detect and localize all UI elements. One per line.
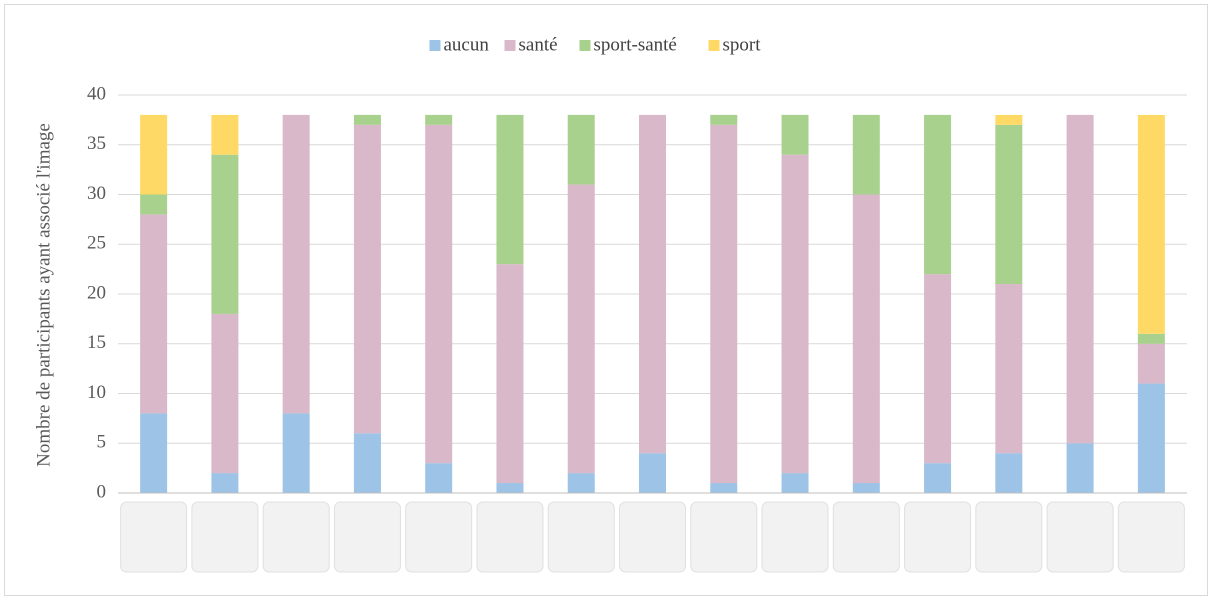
bar-segment — [1066, 443, 1094, 493]
product-image — [904, 501, 972, 573]
bar-segment — [567, 184, 595, 474]
bar-segment — [924, 114, 952, 275]
bar-segment — [496, 264, 524, 484]
bar-segment — [211, 114, 239, 155]
bar-segment — [425, 124, 453, 464]
product-image — [1046, 501, 1114, 573]
product-image — [975, 501, 1043, 573]
y-tick-label: 20 — [87, 282, 106, 303]
product-image — [832, 501, 900, 573]
bar-segment — [1066, 114, 1094, 444]
y-tick-label: 40 — [87, 83, 106, 104]
bar-segment — [353, 124, 381, 434]
y-tick-label: 15 — [87, 332, 106, 353]
product-image — [690, 501, 758, 573]
product-image — [476, 501, 544, 573]
bar-segment — [995, 124, 1023, 285]
bar-segment — [140, 114, 168, 195]
bar-segment — [140, 413, 168, 493]
bar-segment — [852, 114, 880, 195]
bar-segment — [567, 473, 595, 493]
bar-segment — [496, 483, 524, 493]
product-image — [120, 501, 188, 573]
bar-segment — [924, 463, 952, 493]
bar-segment — [924, 274, 952, 464]
bar-segment — [710, 114, 738, 125]
y-tick-label: 25 — [87, 233, 106, 254]
legend-label: aucun — [444, 34, 490, 55]
legend-label: santé — [519, 34, 558, 55]
y-tick-label: 10 — [87, 382, 106, 403]
bar-segment — [211, 313, 239, 474]
product-image — [761, 501, 829, 573]
bar-segment — [1137, 343, 1165, 384]
product-image — [191, 501, 259, 573]
product-image — [547, 501, 615, 573]
legend-label: sport — [723, 34, 762, 55]
product-image — [619, 501, 686, 573]
bar-segment — [1137, 333, 1165, 344]
bar-segment — [852, 194, 880, 484]
product-image — [405, 501, 473, 573]
legend-swatch — [504, 40, 516, 51]
bar-segment — [353, 433, 381, 493]
bar-segment — [282, 413, 310, 493]
product-image — [262, 501, 330, 573]
legend-swatch — [708, 40, 720, 51]
bar-segment — [140, 194, 168, 215]
bar-segment — [425, 463, 453, 493]
bar-segment — [995, 114, 1023, 125]
bar-segment — [639, 114, 666, 454]
bar-segment — [425, 114, 453, 125]
product-image — [333, 501, 401, 573]
y-tick-label: 35 — [87, 133, 106, 154]
bar-segment — [211, 473, 239, 493]
bar-segment — [639, 453, 666, 493]
bar-segment — [781, 114, 809, 155]
y-tick-label: 5 — [97, 432, 107, 453]
bar-segment — [496, 114, 524, 265]
legend-swatch — [429, 40, 441, 51]
bar-segment — [1137, 383, 1165, 493]
bar-segment — [995, 284, 1023, 454]
bar-segment — [140, 214, 168, 414]
bar-segment — [995, 453, 1023, 493]
bar-segment — [781, 473, 809, 493]
bar-segment — [567, 114, 595, 185]
bar-segment — [781, 154, 809, 474]
bar-segment — [852, 483, 880, 493]
product-image — [1117, 501, 1185, 573]
bar-segment — [710, 483, 738, 493]
y-axis-label: Nombre de participants ayant associé l'i… — [33, 123, 54, 467]
bar-segment — [282, 114, 310, 414]
legend-label: sport-santé — [594, 34, 677, 55]
bar-segment — [353, 114, 381, 125]
bar-segment — [1137, 114, 1165, 334]
y-tick-label: 0 — [97, 481, 107, 502]
y-tick-label: 30 — [87, 183, 106, 204]
bar-segment — [710, 124, 738, 484]
legend-swatch — [579, 40, 591, 51]
bar-segment — [211, 154, 239, 314]
